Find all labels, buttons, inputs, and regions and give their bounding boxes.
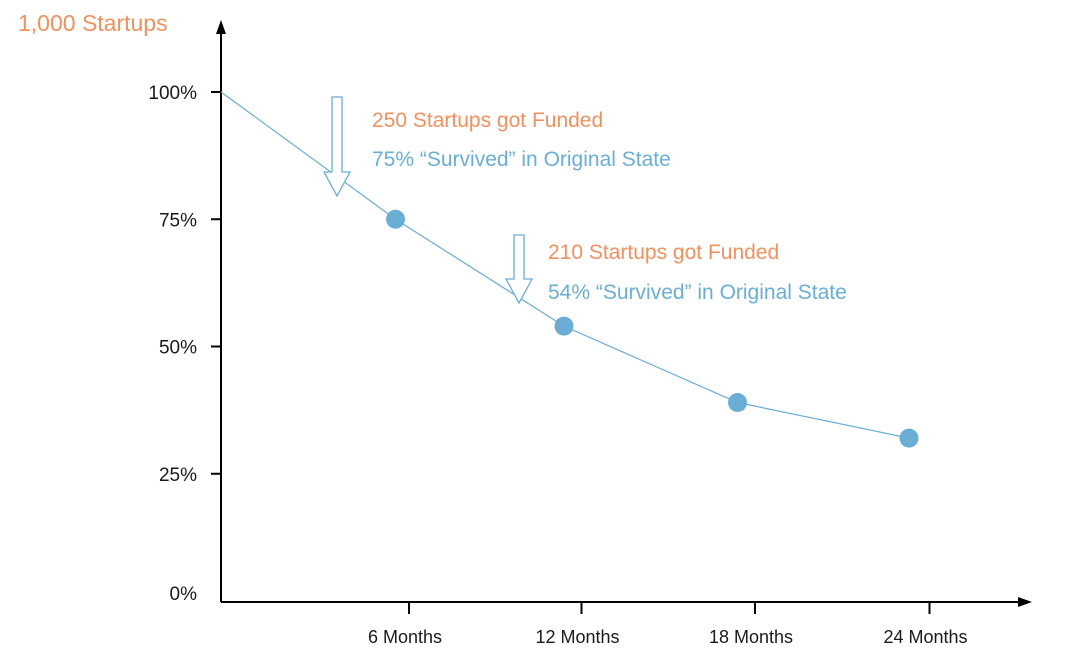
funded-annotation: 250 Startups got Funded (372, 109, 603, 132)
survived-annotation: 54% “Survived” in Original State (548, 281, 847, 304)
funding-annotations: 250 Startups got Funded 75% “Survived” in… (322, 96, 847, 305)
data-point (728, 392, 747, 412)
survived-annotation: 75% “Survived” in Original State (372, 148, 671, 171)
x-tick-label: 12 Months (535, 627, 619, 647)
y-tick-label: 25% (159, 465, 197, 486)
data-point (554, 316, 574, 336)
series-line (220, 91, 910, 439)
x-tick-label: 18 Months (709, 627, 793, 647)
y-axis-arrowhead (216, 20, 226, 34)
chart-title: 1,000 Startups (18, 10, 168, 36)
y-tick-label: 0% (170, 584, 198, 605)
y-tick-label: 100% (148, 83, 197, 104)
x-tick-label: 24 Months (883, 627, 967, 647)
down-arrow-icon (504, 234, 534, 305)
data-point (386, 209, 405, 229)
x-axis-arrowhead (1018, 597, 1032, 607)
y-axis-ticks: 0% 25% 50% 75% 100% (148, 83, 221, 605)
data-point (899, 428, 919, 448)
survival-series (220, 91, 919, 448)
axes (216, 20, 1032, 607)
funded-annotation: 210 Startups got Funded (548, 241, 779, 264)
x-tick-label: 6 Months (368, 627, 442, 647)
x-axis-ticks: 6 Months 12 Months 18 Months 24 Months (368, 602, 968, 647)
down-arrow-icon (322, 96, 352, 198)
y-tick-label: 75% (159, 210, 197, 231)
y-tick-label: 50% (159, 338, 197, 359)
